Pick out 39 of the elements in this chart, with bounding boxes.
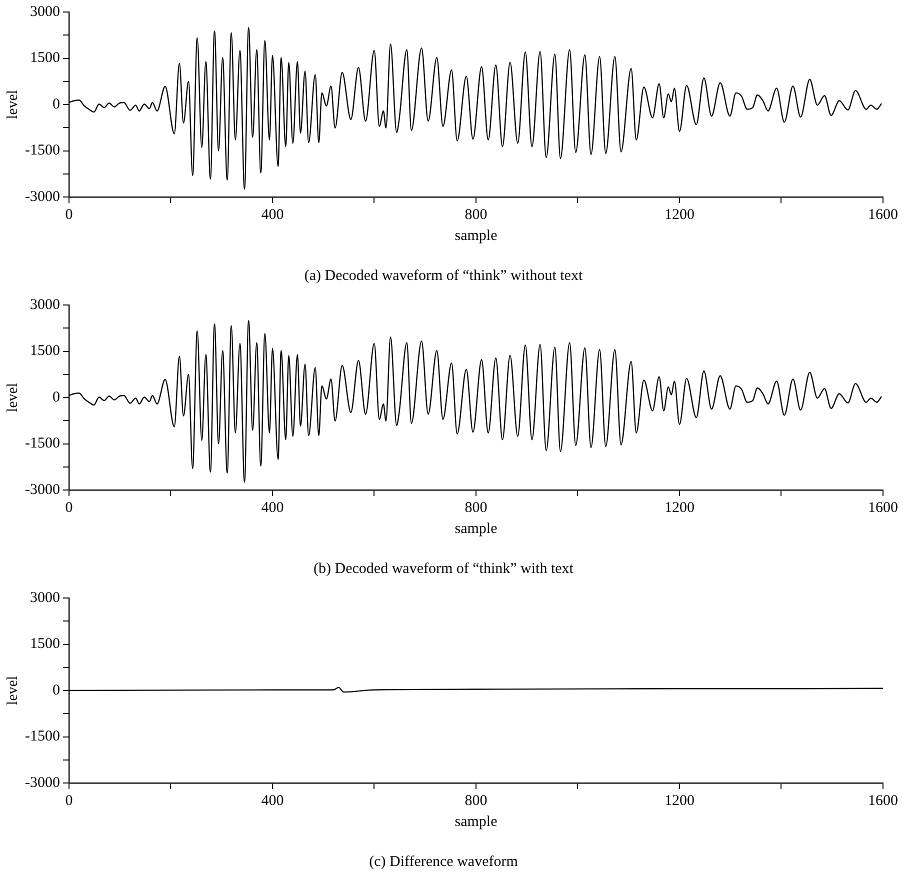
text: (c) Difference waveform bbox=[369, 854, 518, 870]
x-tick-label: 800 bbox=[464, 206, 488, 223]
y-tick-label: 1500 bbox=[30, 636, 60, 652]
x-tick-label: 800 bbox=[464, 792, 488, 809]
x-tick-label: 400 bbox=[261, 500, 284, 516]
x-tick-label: 1600 bbox=[868, 206, 898, 223]
x-tick-label: 800 bbox=[464, 500, 488, 516]
text: (a) Decoded waveform of “think” without text bbox=[304, 268, 584, 284]
y-tick-label: 3000 bbox=[30, 296, 60, 313]
y-tick-label: -1500 bbox=[24, 436, 60, 452]
y-axis-title: level bbox=[4, 676, 21, 706]
x-tick-label: 400 bbox=[261, 792, 284, 809]
x-tick-label: 1200 bbox=[664, 792, 694, 809]
x-tick-label: 0 bbox=[65, 206, 73, 223]
y-tick-label: 3000 bbox=[30, 590, 60, 606]
x-tick-label: 0 bbox=[65, 792, 73, 809]
x-tick-label: 0 bbox=[65, 500, 73, 516]
x-tick-label: 1600 bbox=[868, 500, 898, 516]
x-tick-label: 400 bbox=[261, 206, 284, 223]
x-tick-label: 1200 bbox=[664, 500, 694, 516]
y-tick-label: 3000 bbox=[30, 4, 60, 20]
y-tick-label: -1500 bbox=[24, 142, 60, 159]
y-axis-title: level bbox=[4, 90, 21, 120]
x-tick-label: 1200 bbox=[664, 206, 694, 223]
x-axis-title: sample bbox=[454, 520, 498, 537]
y-tick-label: -3000 bbox=[24, 774, 60, 791]
y-tick-label: 0 bbox=[52, 389, 60, 406]
x-tick-label: 1600 bbox=[868, 792, 898, 809]
y-tick-label: -1500 bbox=[24, 728, 60, 745]
y-axis-title: level bbox=[4, 382, 21, 412]
x-axis-title: sample bbox=[454, 814, 498, 830]
x-axis-title: sample bbox=[454, 228, 498, 244]
y-tick-label: 1500 bbox=[30, 50, 60, 66]
text: (b) Decoded waveform of “think” with text bbox=[314, 560, 574, 577]
y-tick-label: -3000 bbox=[24, 482, 60, 498]
y-tick-label: 1500 bbox=[30, 343, 60, 360]
y-tick-label: 0 bbox=[52, 96, 60, 112]
y-tick-label: 0 bbox=[52, 682, 60, 698]
y-tick-label: -3000 bbox=[24, 188, 60, 205]
